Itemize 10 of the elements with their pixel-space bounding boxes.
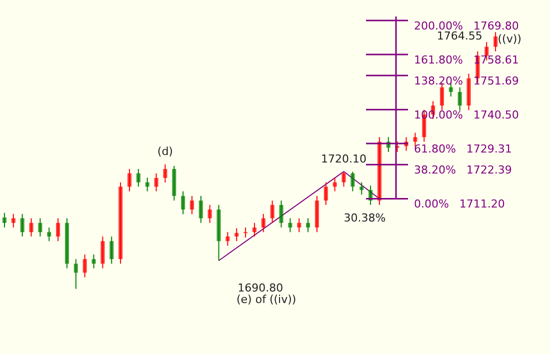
annotation: 30.38% bbox=[344, 211, 386, 224]
annotation: 38.20% 1722.39 bbox=[414, 163, 512, 176]
annotation: (d) bbox=[157, 145, 173, 158]
text: (e) of ((iv)) bbox=[236, 293, 296, 306]
annotation: 1720.10 bbox=[321, 152, 366, 166]
annotation: 0.00% 1711.20 bbox=[414, 198, 505, 211]
annotation: ((v)) bbox=[498, 32, 522, 46]
annotation: 1690.80 bbox=[238, 281, 284, 294]
annotation: 138.20% 1751.69 bbox=[414, 74, 519, 88]
annotation: 61.80% 1729.31 bbox=[414, 142, 512, 156]
